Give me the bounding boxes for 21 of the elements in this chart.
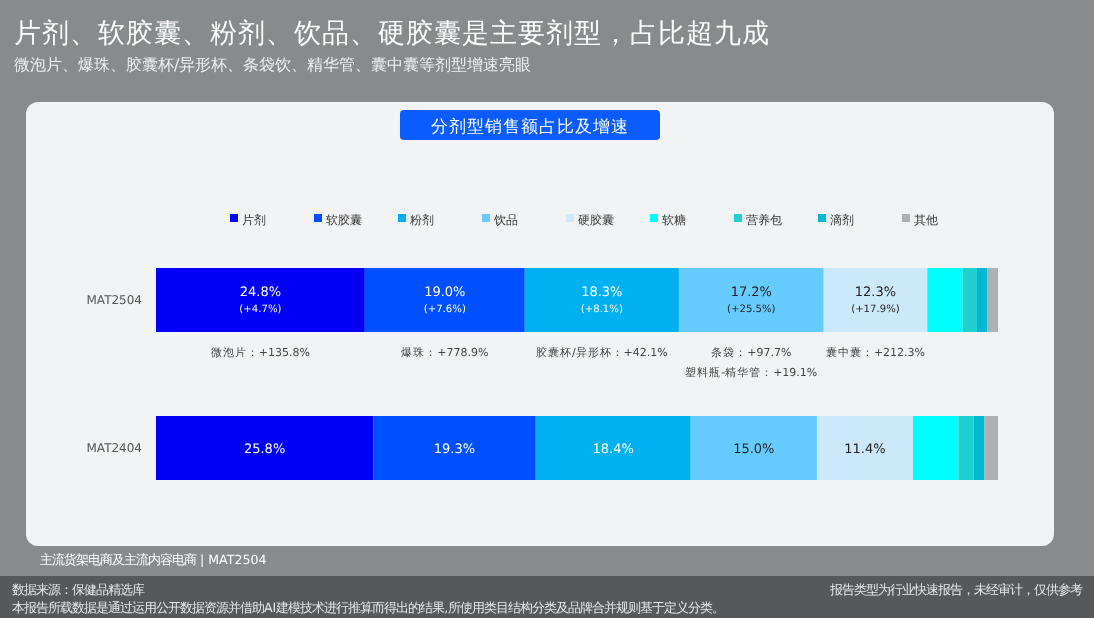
bar <box>156 416 374 480</box>
bar <box>364 268 525 332</box>
bar <box>678 268 824 332</box>
bar <box>690 416 817 480</box>
bar <box>987 268 998 332</box>
bar <box>958 416 974 480</box>
bar <box>823 268 928 332</box>
bar <box>927 268 963 332</box>
bar <box>373 416 536 480</box>
bar <box>816 416 913 480</box>
chart-title: 分剂型销售额占比及增速 <box>400 110 660 140</box>
bar <box>535 416 691 480</box>
bar <box>912 416 959 480</box>
chart-title: 片剂、软胶囊、粉剂、饮品、硬胶囊是主要剂型，占比超九成 <box>14 18 770 50</box>
chart-subtitle: 微泡片、爆珠、胶囊杯/异形杯、条袋饮、精华管、囊中囊等剂型增速亮眼 <box>14 56 532 74</box>
bar <box>156 268 365 332</box>
bar <box>984 416 998 480</box>
bar <box>524 268 679 332</box>
bar <box>976 268 988 332</box>
bar <box>973 416 985 480</box>
bar <box>962 268 977 332</box>
